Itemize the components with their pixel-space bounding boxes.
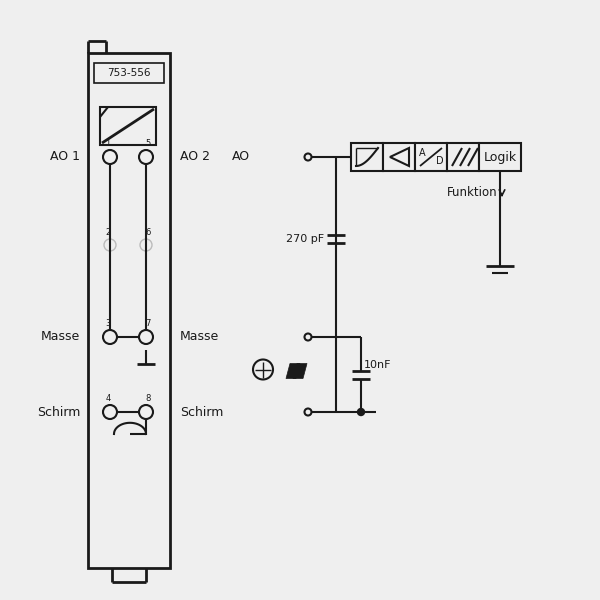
- Bar: [447, 143, 479, 171]
- Text: 270 pF: 270 pF: [286, 234, 324, 244]
- Text: Masse: Masse: [180, 331, 219, 343]
- Bar: [94, 63, 164, 83]
- Text: 1: 1: [106, 139, 110, 148]
- Text: 5: 5: [145, 139, 151, 148]
- Bar: [479, 143, 521, 171]
- Text: 753-556: 753-556: [107, 68, 151, 78]
- Text: AO 2: AO 2: [180, 151, 210, 163]
- Text: AO 1: AO 1: [50, 151, 80, 163]
- Text: AO: AO: [232, 151, 250, 163]
- Text: A: A: [419, 148, 425, 158]
- Text: Funktion: Funktion: [446, 187, 497, 199]
- Text: Schirm: Schirm: [37, 406, 80, 419]
- Text: 10nF: 10nF: [364, 359, 392, 370]
- Text: Schirm: Schirm: [180, 406, 223, 419]
- Text: Logik: Logik: [484, 151, 517, 163]
- Bar: [415, 143, 447, 171]
- Bar: [383, 143, 415, 171]
- Bar: [88, 53, 170, 568]
- Bar: [100, 107, 156, 145]
- Bar: [351, 143, 383, 171]
- Text: D: D: [436, 156, 444, 166]
- Text: 8: 8: [145, 394, 151, 403]
- Text: Masse: Masse: [41, 331, 80, 343]
- Circle shape: [358, 409, 365, 415]
- Text: 7: 7: [145, 319, 151, 328]
- Text: 3: 3: [106, 319, 110, 328]
- Polygon shape: [286, 364, 300, 379]
- Text: 6: 6: [145, 228, 151, 237]
- Text: 2: 2: [106, 228, 110, 237]
- Polygon shape: [293, 364, 307, 379]
- Text: 4: 4: [106, 394, 110, 403]
